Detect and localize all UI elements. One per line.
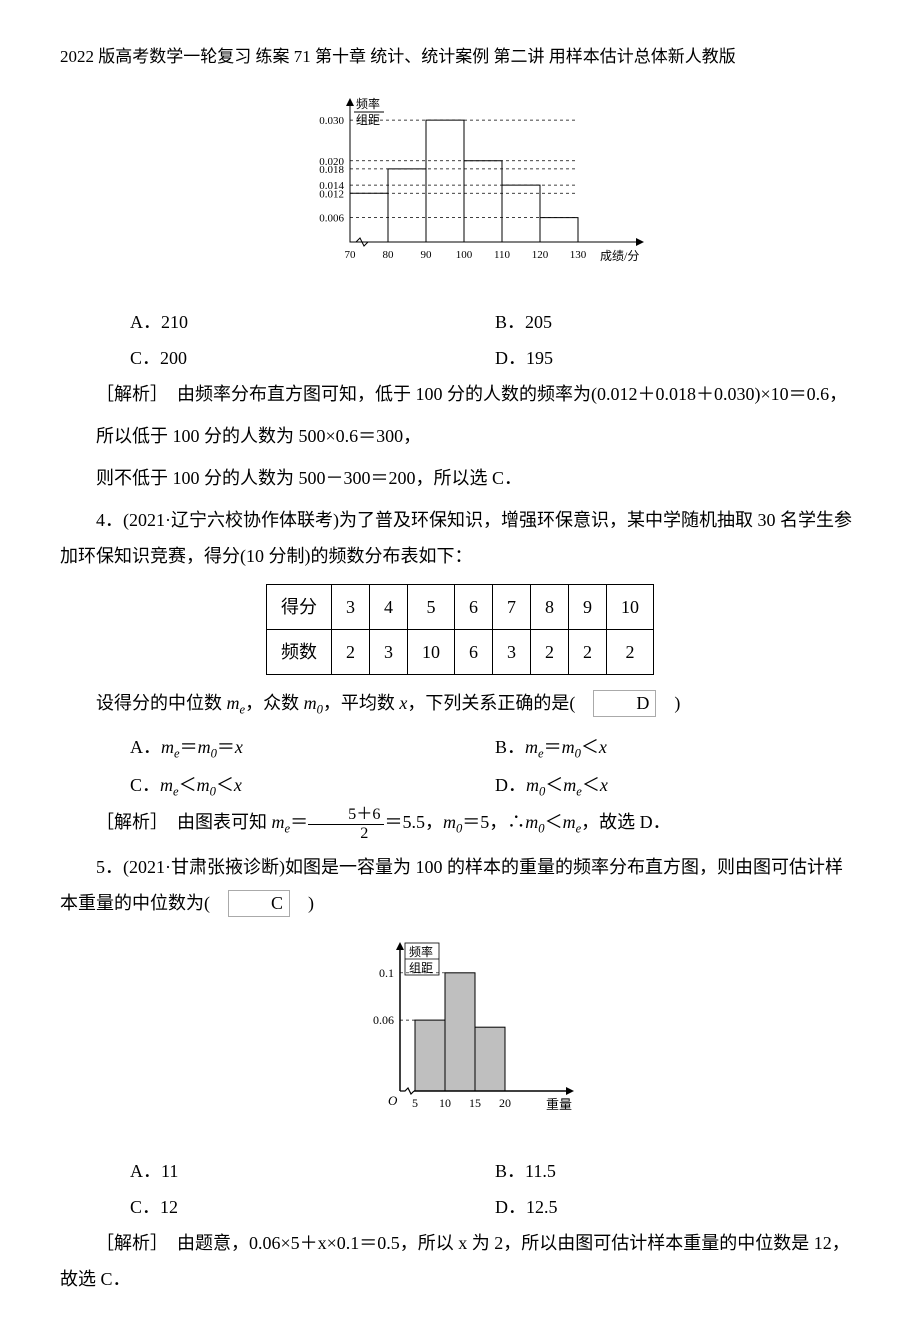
- svg-text:110: 110: [494, 249, 511, 261]
- table-cell: 6: [455, 630, 493, 675]
- q5-options-row2: C．12 D．12.5: [130, 1189, 860, 1225]
- q4-text: ，下列关系正确的是(: [407, 693, 593, 713]
- q5-stem-text: 5．(2021·甘肃张掖诊断)如图是一容量为 100 的样本的重量的频率分布直方…: [60, 857, 843, 913]
- table-header-score: 得分: [267, 585, 332, 630]
- svg-text:重量: 重量: [546, 1097, 572, 1112]
- svg-text:80: 80: [383, 249, 395, 261]
- q5-option-a: A．11: [130, 1153, 495, 1189]
- q4-analysis-text: ＝5，∴: [462, 812, 525, 832]
- svg-text:频率: 频率: [356, 96, 380, 111]
- svg-text:0.1: 0.1: [379, 965, 394, 979]
- svg-text:90: 90: [421, 249, 433, 261]
- table-cell: 8: [531, 585, 569, 630]
- table-cell: 3: [493, 630, 531, 675]
- analysis-label: ［解析］: [96, 812, 159, 832]
- frac-den: 2: [308, 825, 384, 843]
- page-header: 2022 版高考数学一轮复习 练案 71 第十章 统计、统计案例 第二讲 用样本…: [60, 40, 860, 74]
- q4-option-d: D．m0＜me＜x: [495, 767, 860, 805]
- q3-analysis-p2: 所以低于 100 分的人数为 500×0.6＝300，: [60, 418, 860, 454]
- svg-text:成绩/分: 成绩/分: [600, 249, 639, 263]
- svg-text:120: 120: [532, 249, 549, 261]
- table-header-freq: 频数: [267, 630, 332, 675]
- q5-answer-box: C: [228, 890, 290, 917]
- table-cell: 10: [408, 630, 455, 675]
- table-cell: 2: [332, 630, 370, 675]
- q3-option-d: D．195: [495, 340, 860, 376]
- table-cell: 7: [493, 585, 531, 630]
- q4-answer-box: D: [593, 690, 656, 717]
- svg-text:20: 20: [499, 1096, 511, 1110]
- table-cell: 6: [455, 585, 493, 630]
- q4-stem: 4．(2021·辽宁六校协作体联考)为了普及环保知识，增强环保意识，某中学随机抽…: [60, 502, 860, 574]
- table-cell: 3: [370, 630, 408, 675]
- opt-label: D．: [495, 775, 526, 795]
- q5-option-d: D．12.5: [495, 1189, 860, 1225]
- opt-label: B．: [495, 737, 525, 757]
- q4-frequency-table: 得分 3 4 5 6 7 8 9 10 频数 2 3 10 6 3 2 2 2: [266, 584, 654, 675]
- q4-after-table: 设得分的中位数 me，众数 m0，平均数 x，下列关系正确的是( D ): [60, 685, 860, 723]
- q3-options-row2: C．200 D．195: [130, 340, 860, 376]
- svg-text:0.06: 0.06: [373, 1013, 394, 1027]
- table-row-freq: 频数 2 3 10 6 3 2 2 2: [267, 630, 654, 675]
- svg-text:O: O: [388, 1093, 398, 1108]
- svg-text:0.014: 0.014: [319, 180, 344, 192]
- table-cell: 10: [607, 585, 654, 630]
- q5-stem-end: ): [290, 893, 314, 913]
- table-cell: 3: [332, 585, 370, 630]
- analysis-label: ［解析］: [96, 1233, 159, 1253]
- svg-text:频率: 频率: [409, 944, 433, 959]
- q5-stem: 5．(2021·甘肃张掖诊断)如图是一容量为 100 的样本的重量的频率分布直方…: [60, 849, 860, 921]
- q3-options: A．210 B．205: [130, 304, 860, 340]
- q3-option-c: C．200: [130, 340, 495, 376]
- q4-option-a: A．me＝m0＝x: [130, 729, 495, 767]
- q3-option-a: A．210: [130, 304, 495, 340]
- table-row-header: 得分 3 4 5 6 7 8 9 10: [267, 585, 654, 630]
- svg-text:70: 70: [345, 249, 357, 261]
- chart-q5-histogram: 频率组距O重量0.060.15101520: [60, 931, 860, 1133]
- q4-analysis-text: ＝5.5，: [384, 812, 443, 832]
- q4-analysis: ［解析］ 由图表可知 me＝5＋62＝5.5，m0＝5，∴m0＜me，故选 D．: [60, 804, 860, 842]
- frac-num: 5＋6: [308, 806, 384, 825]
- table-cell: 2: [569, 630, 607, 675]
- opt-label: A．: [130, 737, 161, 757]
- q4-option-c: C．me＜m0＜x: [130, 767, 495, 805]
- q3-analysis-text1: 由频率分布直方图可知，低于 100 分的人数的频率为(0.012＋0.018＋0…: [177, 384, 847, 404]
- chart-q3-histogram: 频率组距成绩/分0.0060.0120.0140.0180.0200.03070…: [60, 92, 860, 284]
- table-cell: 4: [370, 585, 408, 630]
- q4-text: ，众数: [245, 693, 304, 713]
- table-cell: 9: [569, 585, 607, 630]
- svg-text:130: 130: [570, 249, 587, 261]
- q4-analysis-text: ，故选 D．: [581, 812, 671, 832]
- q3-option-b: B．205: [495, 304, 860, 340]
- svg-text:100: 100: [456, 249, 473, 261]
- svg-text:10: 10: [439, 1096, 451, 1110]
- q3-analysis-p1: ［解析］ 由频率分布直方图可知，低于 100 分的人数的频率为(0.012＋0.…: [60, 376, 860, 412]
- q5-options: A．11 B．11.5: [130, 1153, 860, 1189]
- q4-text: ): [656, 693, 680, 713]
- analysis-label: ［解析］: [96, 384, 159, 404]
- q4-option-b: B．me＝m0＜x: [495, 729, 860, 767]
- q4-text: ，平均数: [323, 693, 400, 713]
- q4-options: A．me＝m0＝x B．me＝m0＜x: [130, 729, 860, 767]
- svg-text:0.020: 0.020: [319, 156, 344, 168]
- q3-analysis-p3: 则不低于 100 分的人数为 500－300＝200，所以选 C．: [60, 460, 860, 496]
- table-cell: 2: [607, 630, 654, 675]
- q4-text: 设得分的中位数: [96, 693, 227, 713]
- table-cell: 2: [531, 630, 569, 675]
- svg-text:15: 15: [469, 1096, 481, 1110]
- q4-analysis-text: 由图表可知: [177, 812, 272, 832]
- svg-text:0.006: 0.006: [319, 213, 344, 225]
- opt-label: C．: [130, 775, 160, 795]
- q5-analysis-text: 由题意，0.06×5＋x×0.1＝0.5，所以 x 为 2，所以由图可估计样本重…: [60, 1233, 850, 1289]
- q5-option-b: B．11.5: [495, 1153, 860, 1189]
- svg-text:5: 5: [412, 1096, 418, 1110]
- q5-option-c: C．12: [130, 1189, 495, 1225]
- q4-options-row2: C．me＜m0＜x D．m0＜me＜x: [130, 767, 860, 805]
- svg-text:0.030: 0.030: [319, 115, 344, 127]
- q5-analysis: ［解析］ 由题意，0.06×5＋x×0.1＝0.5，所以 x 为 2，所以由图可…: [60, 1225, 860, 1297]
- table-cell: 5: [408, 585, 455, 630]
